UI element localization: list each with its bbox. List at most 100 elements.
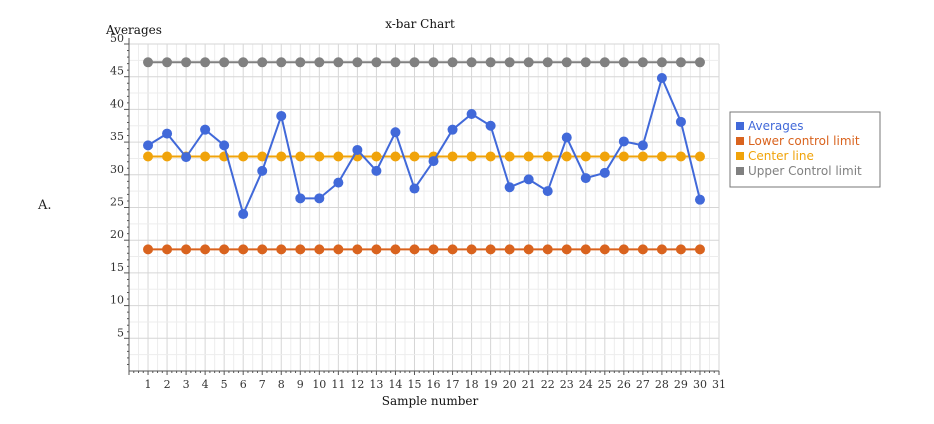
x-tick-label: 13 xyxy=(369,378,383,391)
data-point xyxy=(637,140,648,151)
y-axis-label: Averages xyxy=(105,23,162,37)
data-point xyxy=(618,151,629,162)
data-point xyxy=(143,140,154,151)
data-point xyxy=(314,193,325,204)
x-tick-label: 16 xyxy=(427,378,441,391)
x-tick-label: 6 xyxy=(240,378,247,391)
data-point xyxy=(390,127,401,138)
x-tick-label: 30 xyxy=(693,378,707,391)
data-point xyxy=(162,244,173,255)
data-point xyxy=(276,57,287,68)
data-point xyxy=(580,244,591,255)
data-point xyxy=(656,244,667,255)
data-point xyxy=(485,244,496,255)
data-point xyxy=(466,151,477,162)
data-point xyxy=(409,151,420,162)
data-point xyxy=(371,165,382,176)
legend-swatch xyxy=(736,152,744,160)
data-point xyxy=(637,57,648,68)
data-point xyxy=(200,151,211,162)
data-point xyxy=(390,244,401,255)
data-point xyxy=(618,136,629,147)
x-tick-label: 25 xyxy=(598,378,612,391)
y-tick-label: 30 xyxy=(110,163,124,176)
data-point xyxy=(675,244,686,255)
x-tick-label: 2 xyxy=(164,378,171,391)
x-tick-label: 3 xyxy=(183,378,190,391)
data-point xyxy=(333,244,344,255)
data-point xyxy=(143,57,154,68)
data-point xyxy=(276,151,287,162)
data-point xyxy=(238,209,249,220)
data-point xyxy=(504,151,515,162)
x-tick-label: 31 xyxy=(712,378,726,391)
x-tick-label: 20 xyxy=(503,378,517,391)
data-point xyxy=(447,124,458,135)
data-point xyxy=(314,244,325,255)
data-point xyxy=(200,124,211,135)
data-point xyxy=(599,151,610,162)
x-tick-label: 18 xyxy=(465,378,479,391)
x-tick-label: 1 xyxy=(145,378,152,391)
data-point xyxy=(390,151,401,162)
data-point xyxy=(295,244,306,255)
x-tick-label: 23 xyxy=(560,378,574,391)
data-point xyxy=(238,244,249,255)
data-point xyxy=(675,116,686,127)
data-point xyxy=(238,57,249,68)
legend-label: Lower control limit xyxy=(748,134,860,148)
grid xyxy=(129,43,720,371)
data-point xyxy=(504,182,515,193)
legend-swatch xyxy=(736,122,744,130)
data-point xyxy=(333,57,344,68)
data-point xyxy=(523,57,534,68)
data-point xyxy=(447,151,458,162)
legend-swatch xyxy=(736,167,744,175)
legend-label: Averages xyxy=(748,119,804,133)
data-point xyxy=(314,57,325,68)
data-point xyxy=(675,151,686,162)
data-point xyxy=(162,128,173,139)
data-point xyxy=(238,151,249,162)
legend-label: Center line xyxy=(748,149,814,163)
data-point xyxy=(162,57,173,68)
data-point xyxy=(466,108,477,119)
data-point xyxy=(219,244,230,255)
data-point xyxy=(523,244,534,255)
data-point xyxy=(428,57,439,68)
data-point xyxy=(542,151,553,162)
data-point xyxy=(561,151,572,162)
data-point xyxy=(694,244,705,255)
data-point xyxy=(580,57,591,68)
legend-swatch xyxy=(736,137,744,145)
data-point xyxy=(485,120,496,131)
x-tick-label: 21 xyxy=(522,378,536,391)
y-tick-label: 35 xyxy=(110,130,124,143)
data-point xyxy=(428,244,439,255)
data-point xyxy=(599,57,610,68)
question-label: A. xyxy=(38,198,52,213)
y-tick-label: 40 xyxy=(110,97,124,110)
y-tick-label: 25 xyxy=(110,196,124,209)
data-point xyxy=(409,57,420,68)
data-point xyxy=(485,57,496,68)
data-point xyxy=(371,244,382,255)
x-tick-label: 7 xyxy=(259,378,266,391)
data-point xyxy=(656,151,667,162)
data-point xyxy=(276,244,287,255)
data-point xyxy=(656,57,667,68)
x-tick-label: 28 xyxy=(655,378,669,391)
data-point xyxy=(371,151,382,162)
legend-label: Upper Control limit xyxy=(748,164,862,178)
data-point xyxy=(257,57,268,68)
series-line xyxy=(147,75,701,218)
x-tick-label: 8 xyxy=(278,378,285,391)
data-point xyxy=(447,57,458,68)
chart-title: x-bar Chart xyxy=(385,17,455,31)
data-point xyxy=(409,183,420,194)
x-tick-label: 12 xyxy=(350,378,364,391)
x-tick-label: 24 xyxy=(579,378,593,391)
data-point xyxy=(466,244,477,255)
data-point xyxy=(257,151,268,162)
